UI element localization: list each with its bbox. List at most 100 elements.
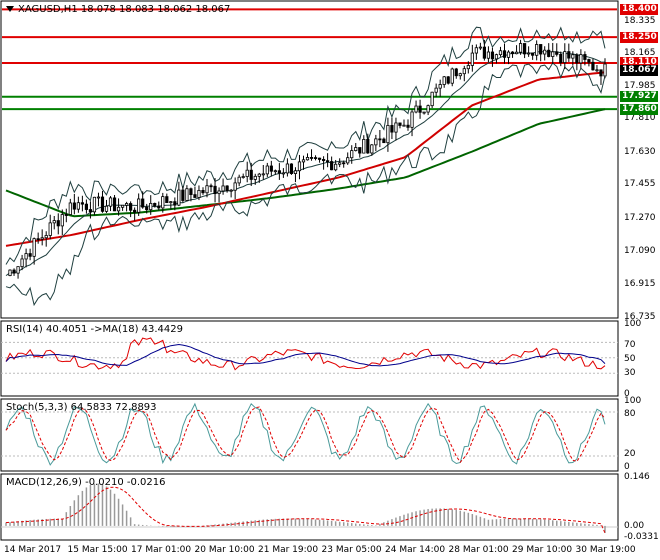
candle-body — [490, 51, 495, 60]
candle-body — [52, 220, 56, 224]
candle-body — [257, 173, 261, 177]
candle-body — [450, 68, 454, 84]
candle-body — [518, 43, 523, 53]
candle-body — [559, 53, 563, 63]
price-level-tag: 18.110 — [620, 57, 658, 69]
candle-body — [221, 185, 225, 192]
candle-body — [44, 235, 48, 239]
time-tick-label: 29 Mar 10:00 — [512, 545, 573, 555]
symbol-info: XAGUSD,H1 18.078 18.083 18.062 18.067 — [18, 4, 231, 15]
macd-signal-line — [5, 486, 606, 534]
candle-body — [342, 162, 346, 165]
candle-body — [305, 157, 310, 161]
candle-body — [583, 54, 587, 60]
candle-body — [209, 185, 213, 188]
candle-body — [28, 253, 32, 257]
candle-body — [502, 50, 507, 58]
candle-body — [313, 157, 318, 159]
candle-body — [350, 150, 354, 159]
candle-body — [32, 238, 36, 257]
candle-body — [289, 163, 294, 174]
candle-body — [64, 214, 68, 216]
candle-body — [68, 202, 72, 215]
candle-body — [237, 176, 241, 184]
candle-body — [217, 190, 221, 195]
candle-body — [213, 185, 217, 195]
candle-body — [205, 185, 209, 194]
stoch-tick-label: 20 — [624, 448, 636, 459]
candle-body — [438, 84, 442, 89]
time-tick-label: 28 Mar 01:00 — [448, 545, 509, 555]
candle-body — [374, 138, 378, 146]
candle-body — [595, 69, 599, 72]
candle-body — [603, 63, 607, 77]
candle-body — [474, 47, 478, 54]
price-tick-label: 17.090 — [624, 246, 656, 257]
candle-body — [338, 162, 342, 165]
candle-body — [185, 188, 189, 201]
candle-body — [510, 51, 515, 55]
candle-body — [418, 105, 422, 113]
candle-body — [293, 170, 298, 174]
candle-body — [543, 49, 547, 55]
candle-body — [265, 165, 269, 175]
candle-body — [193, 194, 197, 198]
price-tick-label: 16.915 — [624, 278, 656, 289]
rsi-tick-label: 30 — [624, 368, 636, 378]
candle-body — [137, 198, 141, 213]
candle-body — [153, 202, 157, 207]
candle-body — [301, 159, 306, 163]
candle-body — [547, 49, 551, 57]
candle-body — [527, 52, 531, 55]
candle-body — [145, 206, 149, 211]
candle-body — [201, 190, 205, 194]
candle-body — [414, 105, 418, 113]
chart-header[interactable]: XAGUSD,H1 18.078 18.083 18.062 18.067 — [6, 4, 230, 15]
candle-body — [120, 204, 125, 208]
candle-body — [478, 46, 482, 49]
candle-body — [108, 197, 113, 207]
candle-body — [571, 54, 575, 59]
candle-body — [277, 170, 281, 174]
fast-moving-average-line — [5, 71, 606, 247]
candle-body — [233, 182, 237, 191]
candle-body — [426, 105, 430, 113]
candle-body — [462, 68, 466, 75]
candle-body — [531, 52, 535, 56]
candle-body — [386, 125, 390, 144]
candle-body — [454, 68, 458, 77]
candle-body — [422, 111, 426, 114]
slow-moving-average-line — [5, 108, 606, 218]
candle-body — [16, 266, 20, 274]
candle-body — [177, 189, 181, 206]
candle-body — [48, 222, 52, 236]
candle-body — [100, 196, 105, 212]
candle-body — [555, 51, 559, 55]
triangle-down-icon[interactable] — [6, 6, 14, 12]
candle-body — [12, 269, 16, 274]
price-tick-label: 17.810 — [624, 113, 656, 124]
candle-body — [522, 43, 527, 55]
price-level-tag: 18.400 — [620, 3, 658, 15]
candle-body — [92, 196, 97, 213]
candle-body — [346, 157, 350, 164]
candle-body — [470, 52, 474, 66]
candle-body — [20, 258, 24, 268]
rsi-tick-label: 70 — [624, 340, 636, 350]
candle-body — [112, 197, 117, 212]
price-level-tag: 17.860 — [620, 103, 658, 115]
candle-body — [535, 44, 539, 56]
candle-body — [88, 209, 93, 213]
candle-body — [129, 203, 133, 211]
candle-body — [72, 202, 76, 210]
candle-body — [249, 169, 253, 180]
candle-body — [398, 122, 402, 126]
stoch-tick-label: 80 — [624, 409, 636, 420]
candle-body — [486, 51, 491, 59]
candle-body — [567, 51, 571, 59]
candle-body — [181, 189, 185, 201]
price-tick-label: 18.335 — [624, 16, 656, 27]
candle-body — [446, 76, 450, 84]
candle-body — [366, 139, 370, 154]
